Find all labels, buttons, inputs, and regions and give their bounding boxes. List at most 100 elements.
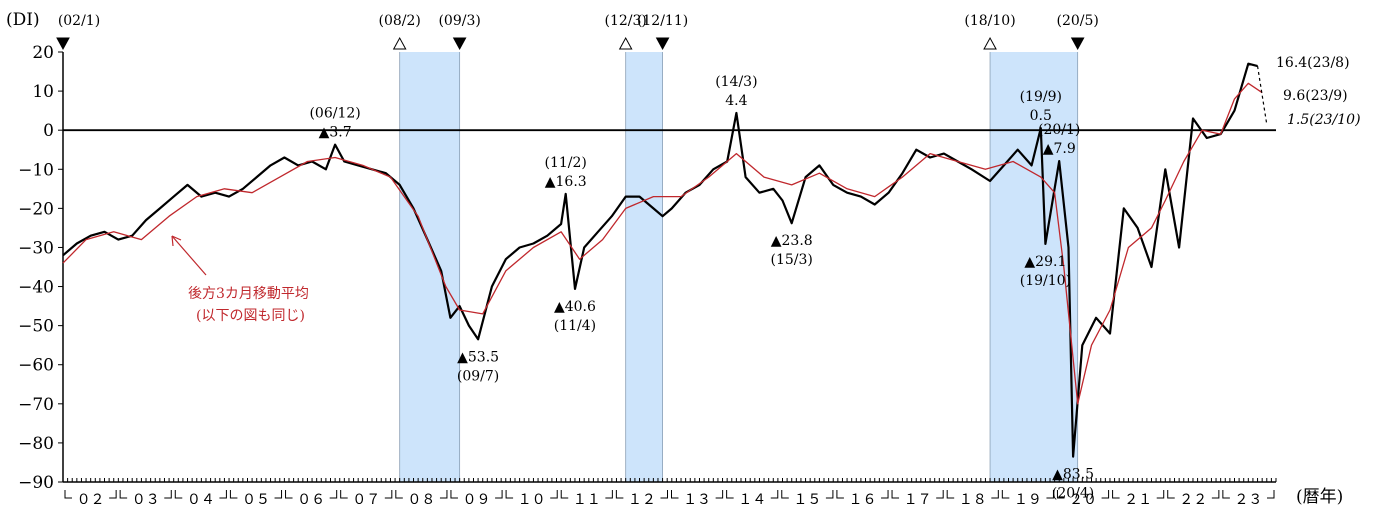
y-tick-label: −40: [18, 278, 54, 298]
annotation-date: (20/4): [1052, 486, 1094, 502]
x-year-label: ２３: [1234, 492, 1262, 508]
year-bracket-right: [384, 490, 393, 499]
turning-point-label: (12/3): [604, 13, 646, 29]
x-year-label: ０３: [132, 492, 160, 508]
trough-marker: [655, 37, 670, 51]
x-year-label: ０５: [242, 492, 270, 508]
year-bracket-left: [229, 490, 238, 499]
legend-note-line1: 後方3カ月移動平均: [188, 286, 309, 302]
year-bracket-left: [450, 490, 458, 499]
x-year-label: ０７: [352, 492, 380, 508]
annotation-value: ▲29.1: [1024, 254, 1066, 270]
turning-point-label: (18/10): [964, 13, 1015, 29]
year-bracket-right: [550, 490, 558, 499]
y-tick-label: 10: [32, 82, 54, 102]
year-bracket-right: [881, 490, 889, 499]
year-bracket-left: [1222, 490, 1230, 499]
x-year-label: ０６: [297, 492, 325, 508]
year-bracket-right: [1101, 490, 1110, 499]
di-preliminary-line: [1256, 65, 1268, 125]
y-tick-label: −50: [18, 317, 54, 337]
annotation-date: (11/4): [554, 318, 596, 334]
annotation-date: (11/2): [545, 155, 587, 171]
year-bracket-right: [219, 490, 227, 499]
year-bracket-right: [715, 490, 724, 499]
year-bracket-right: [329, 490, 338, 499]
annotation-value: ▲3.7: [319, 125, 352, 141]
year-bracket-left: [726, 490, 734, 499]
annotation-value: 0.5: [1030, 108, 1052, 124]
year-bracket-right: [495, 490, 503, 499]
year-bracket-right: [109, 490, 117, 499]
legend-note-arrow: [171, 235, 207, 276]
recession-bands: [399, 52, 1079, 482]
year-bracket-left: [781, 490, 789, 499]
y-axis-label: (DI): [6, 10, 40, 30]
year-bracket-right: [825, 490, 834, 499]
peak-marker: [983, 36, 997, 50]
year-bracket-left: [1167, 490, 1175, 499]
legend-note-arrowhead: [171, 235, 182, 247]
x-year-label: ２０: [1069, 492, 1097, 508]
legend-note: 後方3カ月移動平均 (以下の図も同じ): [171, 235, 309, 324]
recession-band-0: [399, 52, 460, 482]
year-bracket-right: [1046, 490, 1054, 499]
recession-band-2: [990, 52, 1078, 482]
annotation-date: (20/1): [1038, 122, 1080, 138]
year-bracket-left: [285, 490, 293, 499]
year-bracket-left: [64, 490, 72, 499]
annotation-value: ▲53.5: [457, 349, 499, 365]
year-bracket-right: [660, 490, 668, 499]
x-year-label: １４: [738, 492, 766, 508]
x-year-label: ０９: [463, 492, 491, 508]
annotation-value: 4.4: [725, 93, 747, 109]
year-bracket-right: [991, 490, 999, 499]
year-bracket-left: [891, 490, 900, 499]
annotation-value: ▲40.6: [554, 299, 596, 315]
y-tick-label: 20: [32, 43, 54, 63]
year-bracket-left: [615, 490, 624, 499]
trough-marker: [56, 37, 70, 51]
year-bracket-right: [1267, 490, 1275, 499]
year-bracket-left: [505, 490, 514, 499]
x-year-label: １６: [848, 492, 876, 508]
year-bracket-right: [274, 490, 283, 499]
y-tick-label: −30: [18, 238, 54, 258]
year-bracket-left: [671, 490, 679, 499]
year-bracket-left: [1001, 490, 1010, 499]
year-bracket-left: [836, 490, 844, 499]
x-year-label: １０: [518, 492, 546, 508]
moving-average-line: [62, 82, 1263, 405]
end-labels: 16.4(23/8) 9.6(23/9) 1.5(23/10): [1276, 55, 1361, 128]
x-year-label: １９: [1014, 492, 1042, 508]
annotation-date: (06/12): [309, 106, 360, 122]
turning-point-label: (12/11): [637, 13, 688, 29]
x-year-label: ０４: [187, 492, 215, 508]
annotation-date: (15/3): [771, 252, 813, 268]
y-tick-label: −20: [18, 199, 54, 219]
recession-band-1: [625, 52, 663, 482]
year-bracket-right: [1156, 490, 1165, 499]
annotation-value: ▲16.3: [545, 174, 587, 190]
annotation-value: ▲83.5: [1052, 467, 1094, 483]
y-tick-label: −80: [18, 434, 54, 454]
turning-point-label: (02/1): [58, 13, 100, 29]
turning-point-label: (09/3): [438, 13, 480, 29]
y-tick-label: −60: [18, 356, 54, 376]
end-label-1: 16.4(23/8): [1276, 55, 1350, 71]
annotation-date: (19/10): [1020, 273, 1071, 289]
annotation-value: ▲23.8: [771, 233, 813, 249]
year-bracket-left: [946, 490, 955, 499]
di-series-line: [62, 62, 1258, 458]
peak-marker: [392, 36, 407, 50]
year-bracket-right: [770, 490, 779, 499]
x-year-label: １２: [628, 492, 656, 508]
end-label-2: 9.6(23/9): [1283, 88, 1348, 104]
year-bracket-right: [605, 490, 613, 499]
year-bracket-left: [119, 490, 128, 499]
turning-point-label: (08/2): [379, 13, 421, 29]
trough-marker: [452, 37, 467, 51]
y-tick-label: 0: [43, 121, 54, 141]
year-bracket-right: [1211, 490, 1220, 499]
year-bracket-left: [340, 490, 348, 499]
